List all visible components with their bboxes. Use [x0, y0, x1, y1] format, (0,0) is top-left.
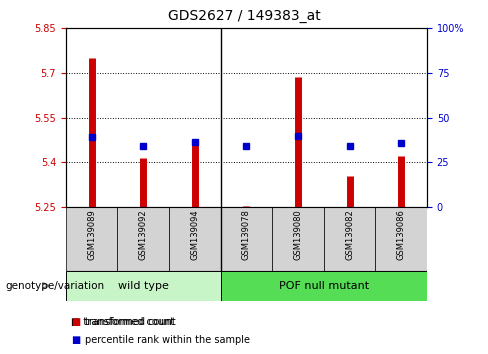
Text: ■: ■ [71, 335, 80, 345]
Bar [118, 207, 169, 271]
Bar [375, 207, 427, 271]
Text: GSM139082: GSM139082 [345, 209, 354, 260]
Bar [221, 207, 272, 271]
Text: GSM139092: GSM139092 [139, 209, 148, 259]
Text: transformed count: transformed count [85, 317, 176, 327]
Text: ■: ■ [71, 317, 80, 327]
Text: wild type: wild type [118, 281, 169, 291]
Bar [272, 207, 324, 271]
Text: GSM139094: GSM139094 [190, 209, 200, 259]
Text: POF null mutant: POF null mutant [279, 281, 369, 291]
Text: genotype/variation: genotype/variation [5, 281, 104, 291]
Text: GDS2627 / 149383_at: GDS2627 / 149383_at [167, 9, 321, 23]
Bar [221, 271, 427, 301]
Bar [324, 207, 375, 271]
Bar [66, 207, 118, 271]
Text: GSM139086: GSM139086 [397, 209, 406, 260]
Text: ■ transformed count: ■ transformed count [71, 317, 174, 327]
Text: GSM139080: GSM139080 [293, 209, 303, 260]
Text: percentile rank within the sample: percentile rank within the sample [85, 335, 250, 345]
Bar [169, 207, 221, 271]
Bar [66, 271, 221, 301]
Text: GSM139078: GSM139078 [242, 209, 251, 260]
Text: GSM139089: GSM139089 [87, 209, 96, 260]
